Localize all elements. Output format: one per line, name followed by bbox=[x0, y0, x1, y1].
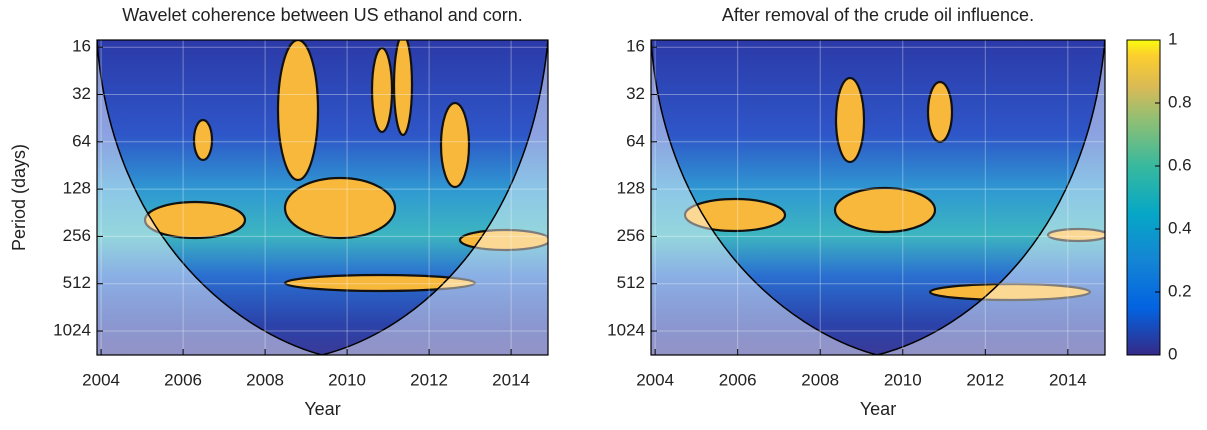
y-tick-label: 512 bbox=[63, 273, 91, 292]
y-tick-label: 32 bbox=[72, 84, 91, 103]
y-tick-label: 32 bbox=[626, 84, 645, 103]
x-tick-label: 2008 bbox=[801, 370, 839, 389]
x-tick-label: 2004 bbox=[82, 370, 120, 389]
y-axis-label: Period (days) bbox=[9, 144, 29, 251]
x-tick-label: 2008 bbox=[246, 370, 284, 389]
x-tick-label: 2014 bbox=[492, 370, 530, 389]
colorbar-tick-label: 0.4 bbox=[1168, 218, 1192, 237]
y-tick-label: 256 bbox=[63, 226, 91, 245]
x-tick-label: 2014 bbox=[1049, 370, 1087, 389]
chart-title: After removal of the crude oil influence… bbox=[722, 5, 1034, 25]
colorbar-tick-label: 1 bbox=[1168, 29, 1177, 48]
y-tick-label: 128 bbox=[617, 179, 645, 198]
y-tick-label: 16 bbox=[72, 37, 91, 56]
y-tick-label: 1024 bbox=[607, 321, 645, 340]
y-tick-label: 128 bbox=[63, 179, 91, 198]
x-tick-label: 2012 bbox=[966, 370, 1004, 389]
x-axis-label: Year bbox=[860, 399, 896, 419]
y-tick-label: 64 bbox=[626, 131, 645, 150]
colorbar-tick-label: 0.8 bbox=[1168, 92, 1192, 111]
plot-frame bbox=[650, 39, 1106, 356]
coherence-map bbox=[651, 40, 1105, 355]
x-tick-label: 2010 bbox=[328, 370, 366, 389]
colorbar-frame bbox=[1126, 39, 1161, 356]
colorbar bbox=[1127, 40, 1160, 355]
x-tick-label: 2012 bbox=[410, 370, 448, 389]
chart-title: Wavelet coherence between US ethanol and… bbox=[122, 5, 523, 25]
colorbar-tick-label: 0 bbox=[1168, 344, 1177, 363]
x-tick-label: 2006 bbox=[164, 370, 202, 389]
y-tick-label: 1024 bbox=[53, 321, 91, 340]
x-tick-label: 2006 bbox=[719, 370, 757, 389]
coherence-map bbox=[97, 40, 548, 355]
plot-frame bbox=[96, 39, 549, 356]
x-tick-label: 2010 bbox=[884, 370, 922, 389]
y-tick-label: 512 bbox=[617, 273, 645, 292]
colorbar-tick-label: 0.6 bbox=[1168, 155, 1192, 174]
y-tick-label: 64 bbox=[72, 131, 91, 150]
y-tick-label: 256 bbox=[617, 226, 645, 245]
colorbar-tick-label: 0.2 bbox=[1168, 281, 1192, 300]
x-axis-label: Year bbox=[304, 399, 340, 419]
y-tick-label: 16 bbox=[626, 37, 645, 56]
x-tick-label: 2004 bbox=[636, 370, 674, 389]
